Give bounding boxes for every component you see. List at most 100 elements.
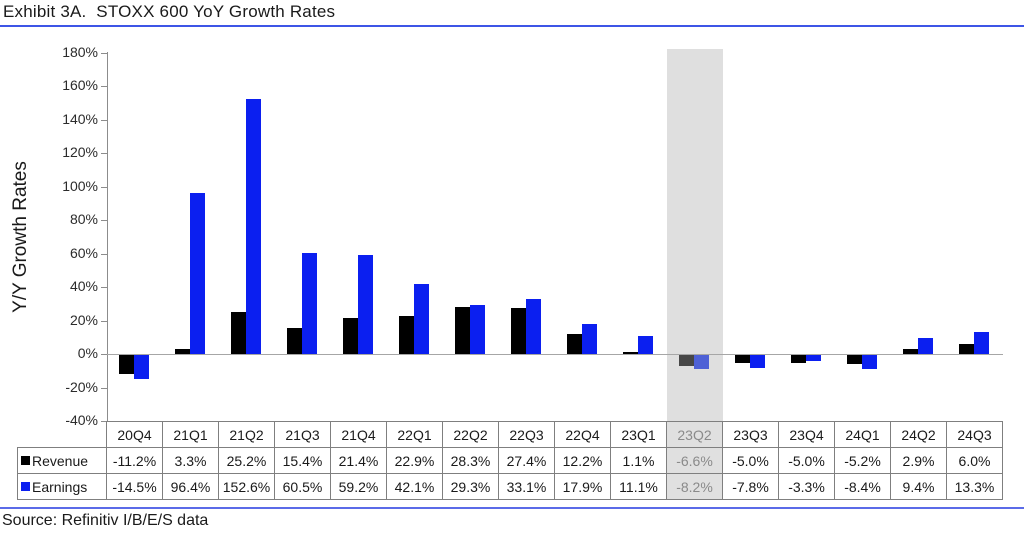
value-revenue-22q4: 12.2% [554,447,611,474]
value-revenue-22q2: 28.3% [442,447,499,474]
value-earnings-22q4: 17.9% [554,473,611,500]
value-revenue-24q2: 2.9% [890,447,947,474]
value-revenue-22q1: 22.9% [386,447,443,474]
y-tick-mark [101,220,107,222]
value-earnings-23q4: -3.3% [778,473,835,500]
exhibit-title: Exhibit 3A. STOXX 600 YoY Growth Rates [3,2,336,21]
value-revenue-20q4: -11.2% [106,447,163,474]
y-tick-label: 20% [69,311,98,328]
value-revenue-23q4: -5.0% [778,447,835,474]
bar-revenue-23q1 [623,352,638,355]
bar-earnings-23q4 [806,355,821,361]
bar-revenue-22q3 [511,308,526,355]
y-tick-mark [101,354,107,356]
bar-revenue-22q2 [455,306,470,355]
bar-revenue-23q3 [735,355,750,364]
bar-earnings-22q1 [414,283,429,355]
bar-earnings-21q2 [246,98,261,355]
table-header-row: 20Q4 21Q1 21Q2 21Q3 21Q4 22Q1 22Q2 22Q3 22Q4 23Q1… [18,421,1003,448]
bar-revenue-20q4 [119,355,134,374]
bar-earnings-23q2 [694,355,709,369]
series-label: Earnings [32,478,88,495]
y-tick-label: 100% [62,177,98,194]
bar-earnings-23q3 [750,355,765,369]
value-revenue-21q4: 21.4% [330,447,387,474]
table-row-earnings: Earnings -14.5% 96.4% 152.6% 60.5% 59.2% 42.1%… [17,473,1003,500]
y-axis-title: Y/Y Growth Rates [10,161,31,313]
value-earnings-21q4: 59.2% [330,473,387,500]
value-earnings-24q3: 13.3% [946,473,1003,500]
x-axis-zero-line [107,354,1003,355]
bar-earnings-22q3 [526,298,541,355]
y-tick-label: -40% [65,412,98,428]
bar-earnings-23q1 [638,335,653,355]
bar-revenue-21q2 [231,311,246,355]
bar-revenue-21q3 [287,328,302,355]
quarter-header-22q2: 22Q2 [442,421,499,448]
bar-earnings-24q2 [918,338,933,355]
value-earnings-23q2: -8.2% [666,473,723,500]
quarter-header-22q4: 22Q4 [554,421,611,448]
quarter-header-22q3: 22Q3 [498,421,555,448]
bar-revenue-23q4 [791,355,806,364]
quarter-header-21q3: 21Q3 [274,421,331,448]
y-tick-label: -20% [65,378,98,395]
bar-revenue-24q2 [903,349,918,355]
value-earnings-22q1: 42.1% [386,473,443,500]
quarter-header-24q1: 24Q1 [834,421,891,448]
value-revenue-21q3: 15.4% [274,447,331,474]
legend-earnings: Earnings [17,473,107,500]
quarter-header-20q4: 20Q4 [106,421,163,448]
value-revenue-23q2: -6.6% [666,447,723,474]
bar-earnings-24q3 [974,331,989,355]
earnings-swatch-icon [21,482,30,491]
table-row-revenue: Revenue -11.2% 3.3% 25.2% 15.4% 21.4% 22.9% 28.… [17,447,1003,474]
quarter-header-24q2: 24Q2 [890,421,947,448]
quarter-header-23q2: 23Q2 [666,421,723,448]
series-label: Revenue [32,452,89,469]
value-revenue-23q1: 1.1% [610,447,667,474]
value-earnings-21q1: 96.4% [162,473,219,500]
quarter-header-23q4: 23Q4 [778,421,835,448]
bar-earnings-20q4 [134,355,149,380]
quarter-header-22q1: 22Q1 [386,421,443,448]
y-tick-label: 120% [62,144,98,161]
quarter-header-23q1: 23Q1 [610,421,667,448]
bar-revenue-21q4 [343,318,358,355]
value-earnings-23q1: 11.1% [610,473,667,500]
bar-revenue-23q2 [679,355,694,367]
quarter-header-23q3: 23Q3 [722,421,779,448]
value-revenue-23q3: -5.0% [722,447,779,474]
y-tick-mark [101,153,107,155]
y-tick-mark [101,287,107,289]
chart-data-table: 20Q4 21Q1 21Q2 21Q3 21Q4 22Q1 22Q2 22Q3 22Q4 23Q1… [17,421,1003,500]
y-tick-label: 0% [77,345,98,362]
value-earnings-20q4: -14.5% [106,473,163,500]
y-tick-label: 80% [69,211,98,228]
y-tick-mark [101,320,107,322]
bar-revenue-21q1 [175,348,190,355]
bar-earnings-21q3 [302,252,317,355]
bar-revenue-22q1 [399,315,414,355]
y-tick-mark [101,253,107,255]
y-tick-label: 40% [69,278,98,295]
value-earnings-24q2: 9.4% [890,473,947,500]
quarter-header-21q1: 21Q1 [162,421,219,448]
value-earnings-22q2: 29.3% [442,473,499,500]
exhibit-title-bar: Exhibit 3A. STOXX 600 YoY Growth Rates [0,0,1024,27]
y-tick-label: 160% [62,77,98,94]
quarter-header-24q3: 24Q3 [946,421,1003,448]
value-revenue-21q2: 25.2% [218,447,275,474]
table-corner-cell [18,422,107,448]
value-earnings-21q3: 60.5% [274,473,331,500]
bar-revenue-24q3 [959,344,974,355]
bar-revenue-24q1 [847,355,862,364]
value-earnings-24q1: -8.4% [834,473,891,500]
value-earnings-22q3: 33.1% [498,473,555,500]
quarter-header-21q2: 21Q2 [218,421,275,448]
y-axis-line [107,52,108,421]
value-earnings-21q2: 152.6% [218,473,275,500]
bar-earnings-21q1 [190,192,205,355]
value-revenue-21q1: 3.3% [162,447,219,474]
